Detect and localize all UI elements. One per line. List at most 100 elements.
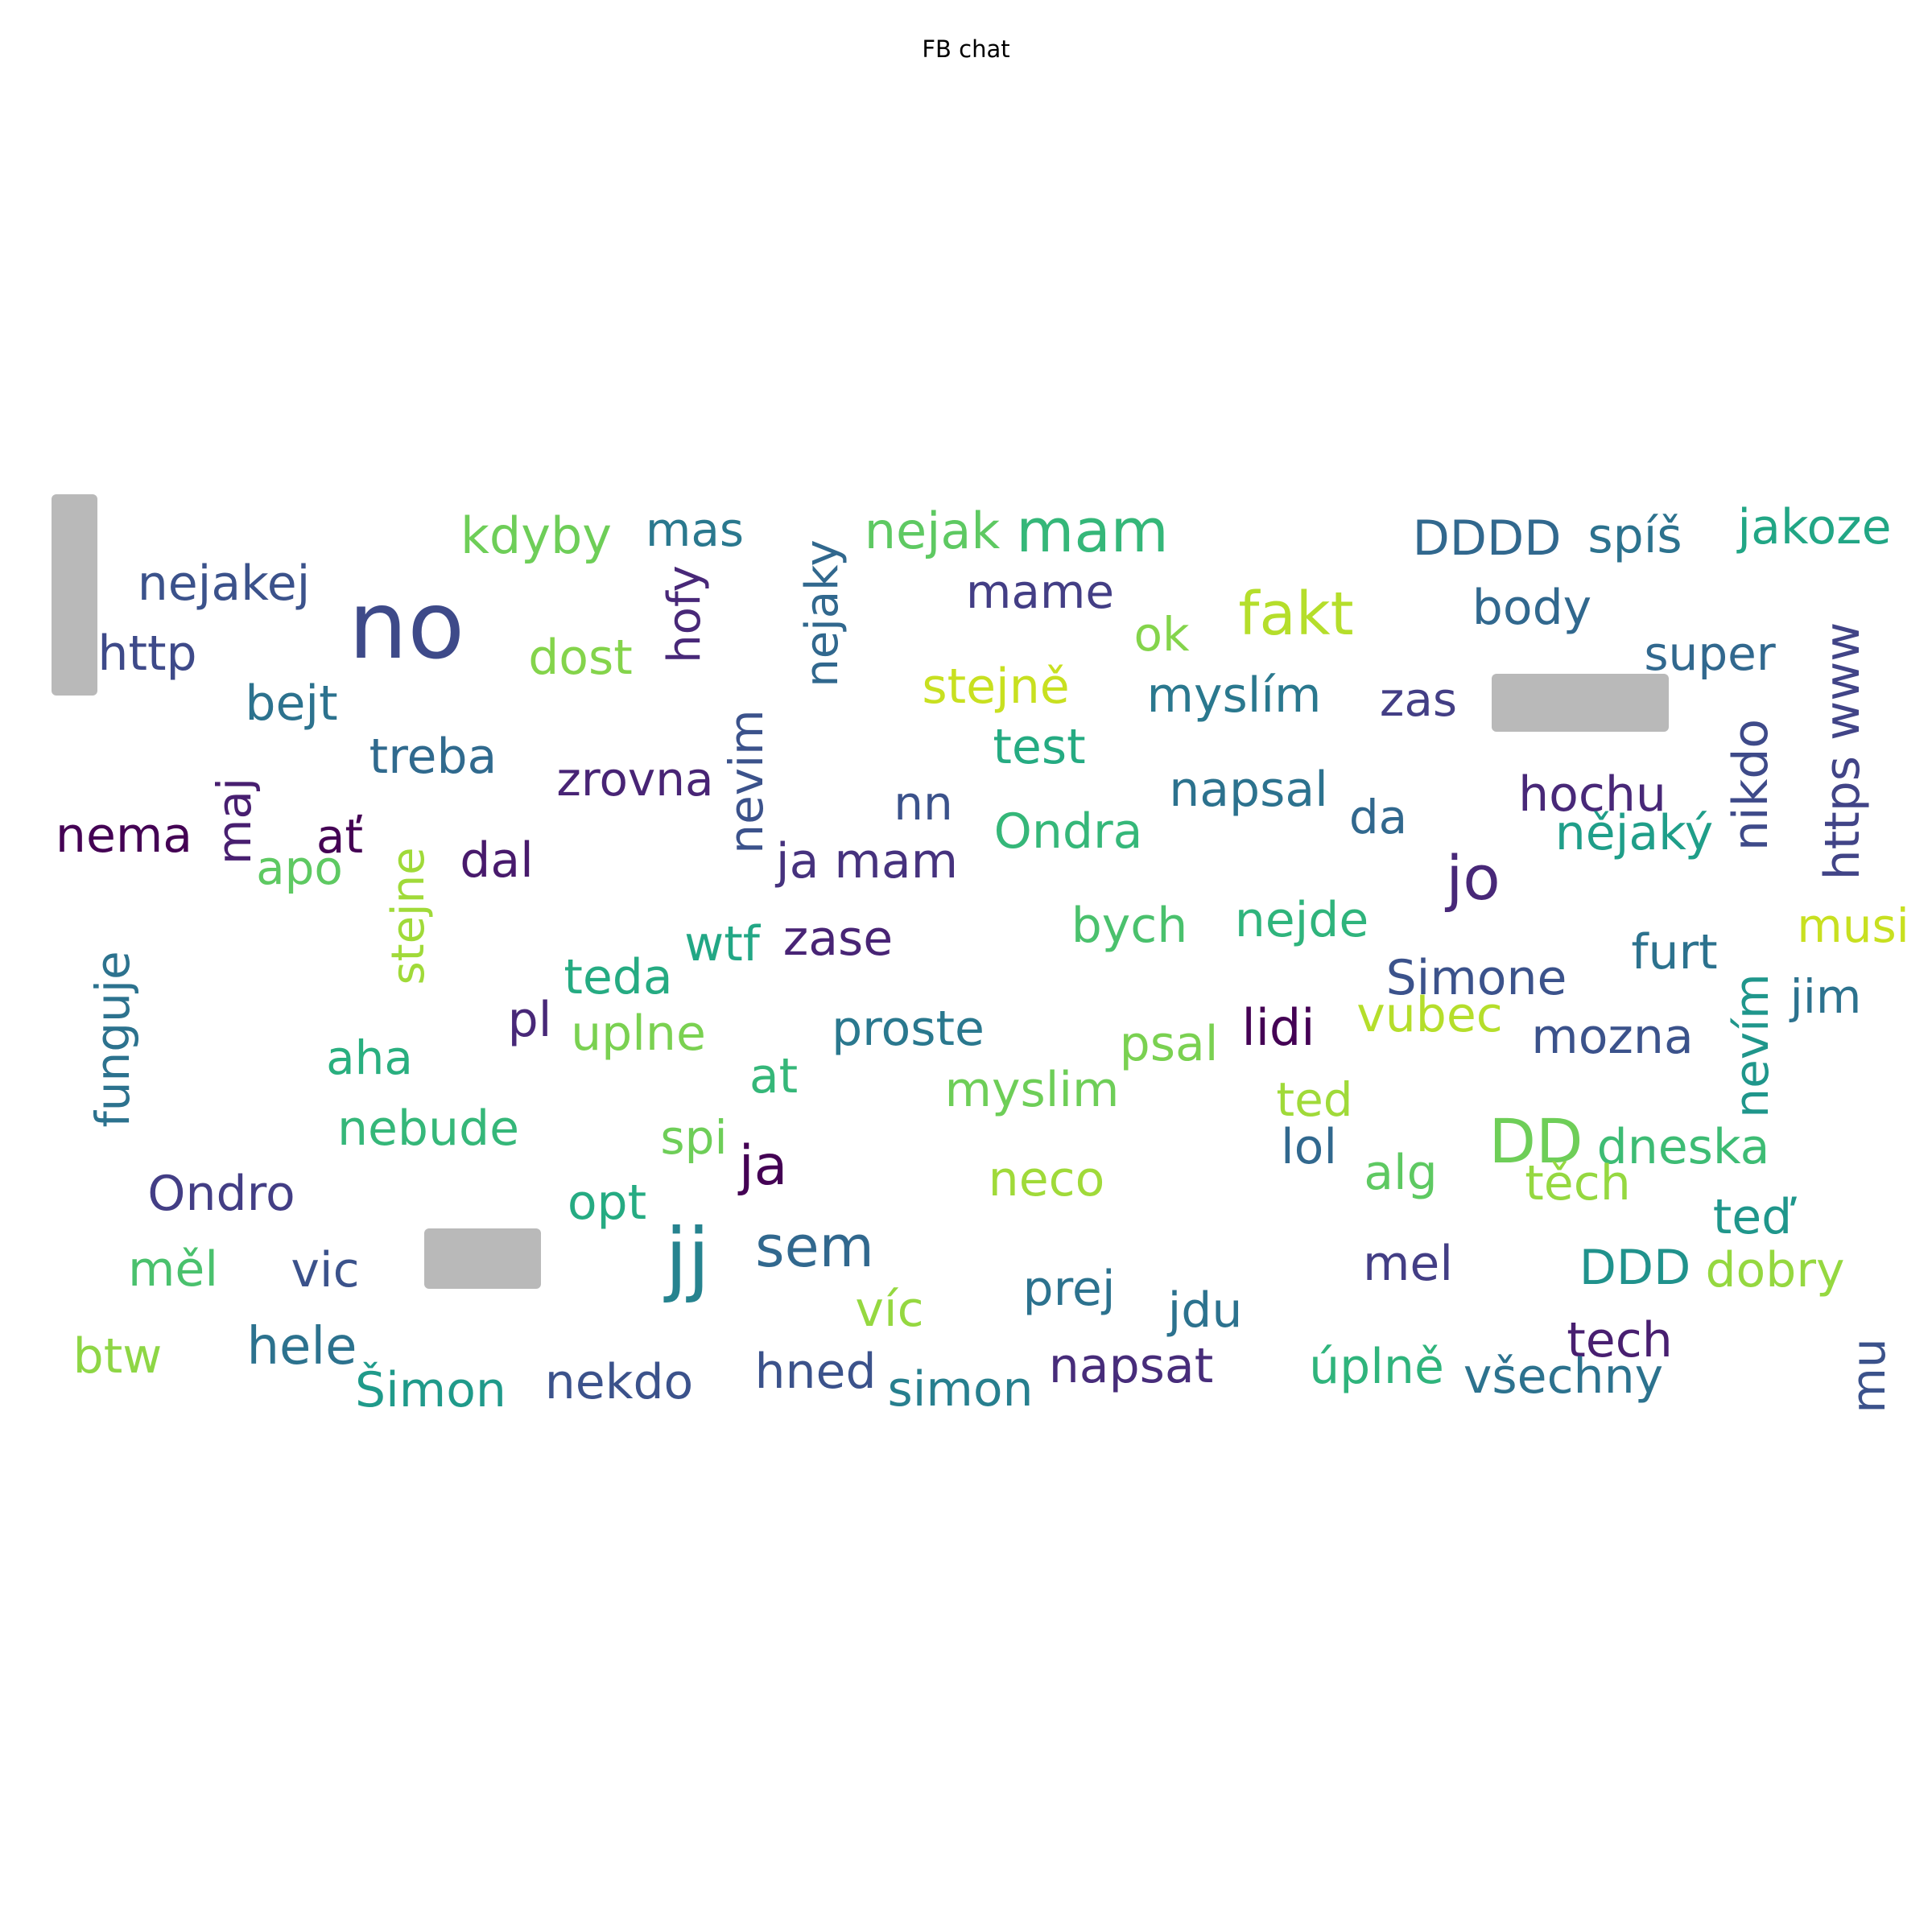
word-nejak: nejak	[864, 502, 1001, 560]
word-nikdo: nikdo	[1723, 718, 1779, 852]
word-ted: teď	[1712, 1189, 1793, 1245]
word-psal: psal	[1119, 1016, 1219, 1072]
word-https-www: https www	[1814, 621, 1871, 881]
word-ja-mam: ja mam	[775, 833, 959, 890]
word-nejakej: nejakej	[137, 555, 311, 612]
word-funguje: funguje	[85, 951, 140, 1128]
word-mu: mu	[1841, 1338, 1896, 1414]
word-test: test	[993, 719, 1086, 775]
word-no: no	[348, 572, 465, 680]
word-napsal: napsal	[1169, 762, 1328, 818]
word-prej: prej	[1022, 1261, 1116, 1317]
word-http: http	[97, 625, 197, 682]
word-nevim: nevím	[1724, 973, 1779, 1118]
redacted-block	[1492, 674, 1669, 732]
word-musi: musi	[1797, 898, 1909, 953]
word-nema: nema	[55, 807, 193, 864]
word-zas: zas	[1379, 672, 1458, 727]
word-mel: měl	[127, 1241, 219, 1298]
word-mel: mel	[1362, 1236, 1454, 1292]
word-sem: sem	[755, 1214, 874, 1280]
word-myslim: myslim	[944, 1062, 1120, 1118]
word-da: da	[1348, 790, 1408, 844]
word-at: ať	[316, 809, 364, 864]
word-jim: jim	[1790, 969, 1862, 1024]
word-hned: hned	[754, 1344, 877, 1400]
word-ondro: Ondro	[147, 1166, 295, 1222]
word-hele: hele	[246, 1317, 357, 1377]
word-btw: btw	[72, 1328, 163, 1385]
word-treba: treba	[369, 729, 497, 785]
word-kdyby: kdyby	[460, 506, 612, 565]
word-at: at	[749, 1048, 799, 1104]
word-tech: těch	[1525, 1155, 1631, 1212]
word-aha: aha	[326, 1030, 413, 1085]
redacted-block	[424, 1228, 541, 1289]
word-neco: neco	[988, 1151, 1105, 1208]
word-stejne: stejne	[382, 847, 435, 985]
word-ja: ja	[738, 1134, 788, 1198]
word-jj: jj	[665, 1211, 710, 1305]
word-spi: spi	[660, 1110, 728, 1165]
word-hochu: hochu	[1518, 766, 1666, 823]
word-napsat: napsat	[1048, 1338, 1214, 1394]
word-nekdo: nekdo	[544, 1354, 694, 1410]
word-nejaky: nejaky	[796, 539, 848, 687]
word-simone: Simone	[1385, 950, 1567, 1006]
word-maj: maj	[207, 777, 262, 865]
word-ondra: Ondra	[993, 803, 1143, 860]
word-uplne: úplně	[1309, 1339, 1444, 1395]
word-teda: teda	[564, 949, 673, 1005]
word-zrovna: zrovna	[556, 752, 714, 807]
word-uplne: uplne	[571, 1005, 706, 1062]
word-mam: mam	[1016, 497, 1169, 566]
word-nejaky: nějaký	[1554, 805, 1714, 861]
word-mas: mas	[645, 502, 745, 557]
word-ok: ok	[1133, 607, 1190, 662]
word-simon: Šimon	[355, 1362, 506, 1418]
word-spis: spíš	[1587, 508, 1682, 564]
word-wtf: wtf	[684, 916, 760, 972]
word-dddd: DDDD	[1412, 510, 1562, 567]
word-opt: opt	[567, 1174, 647, 1231]
word-dal: dal	[460, 832, 534, 889]
word-hofy: hofy	[658, 565, 711, 663]
word-fakt: fakt	[1238, 580, 1354, 649]
word-lidi: lidi	[1241, 998, 1315, 1057]
word-zase: zase	[782, 910, 894, 967]
word-mozna: mozna	[1531, 1009, 1694, 1065]
word-proste: proste	[832, 1001, 985, 1057]
chart-title: FB chat	[922, 35, 1010, 63]
redacted-block	[52, 494, 97, 696]
word-bych: bych	[1071, 898, 1188, 954]
word-lol: lol	[1280, 1119, 1338, 1175]
word-body: body	[1472, 580, 1592, 636]
word-nevim: nevim	[719, 709, 774, 854]
word-super: super	[1644, 626, 1776, 681]
word-dneska: dneska	[1596, 1119, 1770, 1175]
word-dd: DD	[1488, 1105, 1583, 1177]
word-vubec: vubec	[1356, 987, 1503, 1043]
word-furt: furt	[1631, 924, 1718, 980]
word-dost: dost	[528, 630, 633, 686]
word-ddd: DDD	[1579, 1240, 1691, 1296]
word-vic: vic	[291, 1242, 360, 1298]
word-jo: jo	[1446, 842, 1501, 914]
word-nn: nn	[894, 776, 953, 831]
word-bejt: bejt	[245, 675, 338, 732]
word-simon: simon	[887, 1361, 1034, 1418]
word-vic: víc	[855, 1282, 924, 1338]
word-myslim: myslím	[1146, 667, 1322, 724]
word-vsechny: všechny	[1463, 1348, 1664, 1405]
word-alg: alg	[1364, 1145, 1438, 1201]
word-pl: pl	[507, 992, 552, 1048]
word-jdu: jdu	[1167, 1282, 1243, 1339]
word-ted: ted	[1276, 1072, 1353, 1127]
word-nejde: nejde	[1234, 892, 1369, 948]
word-apo: apo	[256, 840, 343, 895]
word-stejne: stejně	[922, 658, 1070, 715]
word-mame: mame	[965, 564, 1115, 619]
word-dobry: dobry	[1705, 1242, 1845, 1298]
word-tech: tech	[1567, 1312, 1673, 1368]
